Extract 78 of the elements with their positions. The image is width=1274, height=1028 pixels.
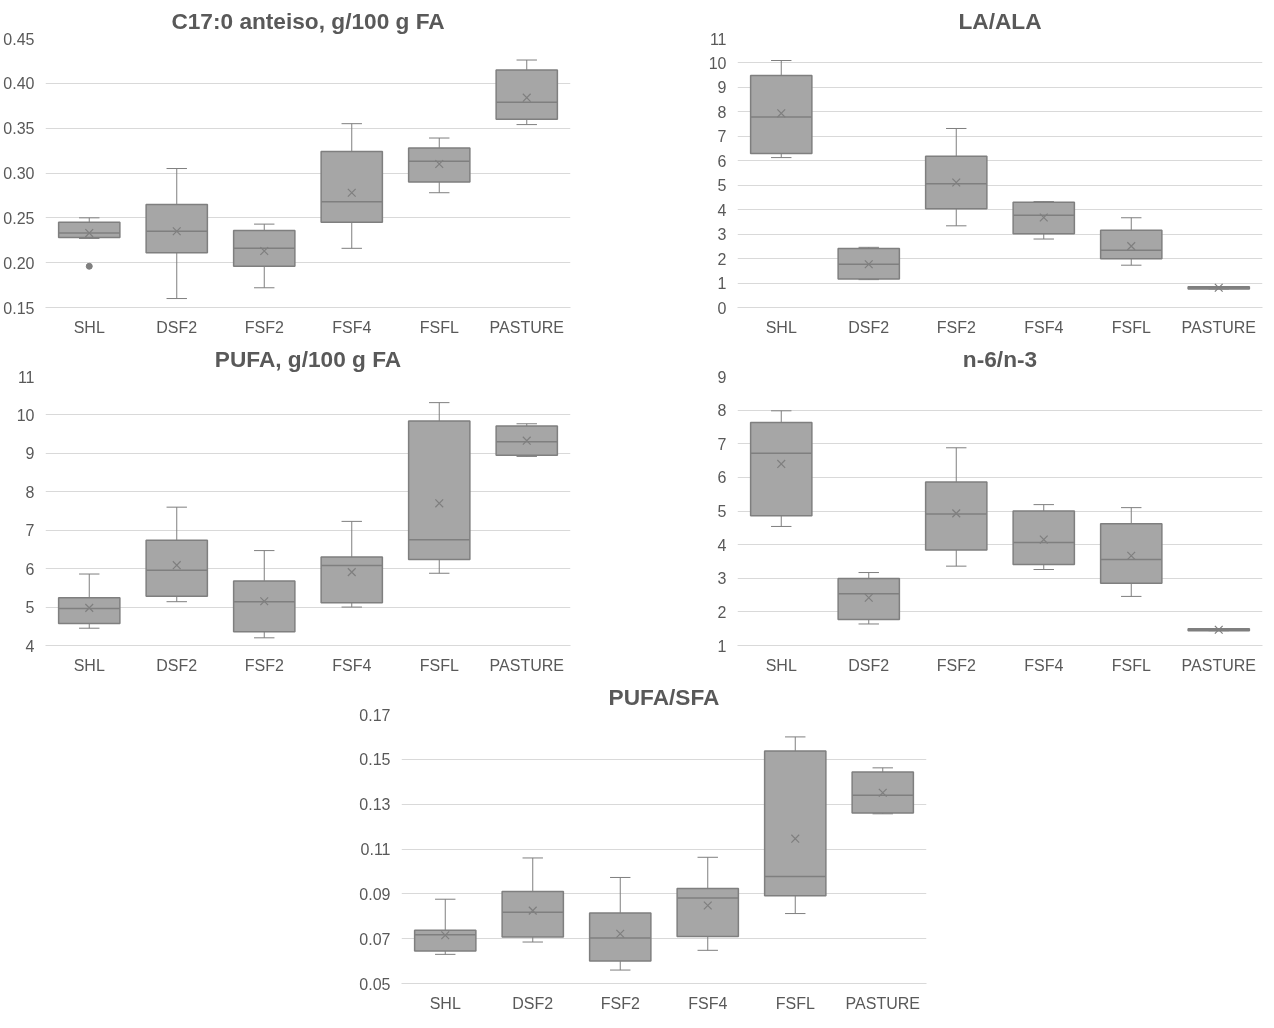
x-tick-label: PASTURE	[489, 656, 564, 674]
y-tick-label: 8	[717, 103, 727, 121]
y-tick-label: 11	[17, 368, 35, 386]
x-tick-label: FSF2	[244, 656, 284, 674]
y-tick-label: 3	[717, 570, 727, 588]
x-tick-label: FSF4	[332, 656, 372, 674]
y-tick-label: 7	[25, 522, 35, 540]
y-tick-label: 9	[717, 368, 727, 386]
y-tick-label: 0.17	[359, 706, 391, 724]
y-tick-label: 7	[717, 435, 727, 453]
x-tick-label: DSF2	[156, 318, 198, 336]
x-tick-label: PASTURE	[1181, 318, 1256, 336]
x-tick-label: FSFL	[1111, 318, 1151, 336]
y-tick-label: 5	[717, 503, 727, 520]
x-tick-label: DSF2	[156, 656, 198, 674]
y-tick-label: 0.15	[3, 299, 35, 317]
x-tick-label: DSF2	[848, 656, 890, 674]
y-tick-label: 1	[717, 275, 727, 293]
x-tick-label: SHL	[73, 656, 105, 674]
chart-title: LA/ALA	[958, 7, 1042, 34]
x-tick-label: FSF2	[936, 318, 976, 336]
y-tick-label: 10	[16, 406, 35, 424]
y-tick-label: 0.11	[360, 841, 391, 858]
y-tick-label: 0.25	[3, 209, 35, 227]
y-tick-label: 0.30	[3, 165, 35, 182]
y-tick-label: 8	[717, 402, 727, 420]
y-tick-label: 10	[708, 54, 727, 72]
x-tick-label: FSF2	[244, 318, 284, 336]
x-tick-label: FSF4	[1024, 656, 1064, 674]
x-tick-label: FSFL	[419, 318, 459, 336]
x-tick-label: FSFL	[419, 656, 459, 674]
chart-title: PUFA, g/100 g FA	[214, 345, 402, 372]
x-tick-label: DSF2	[512, 994, 554, 1012]
y-tick-label: 5	[717, 177, 727, 195]
y-tick-label: 3	[717, 226, 727, 244]
x-tick-label: FSF4	[688, 994, 728, 1012]
x-tick-label: FSFL	[1111, 656, 1151, 674]
x-tick-label: FSF2	[600, 994, 640, 1012]
y-tick-label: 6	[717, 152, 727, 170]
y-tick-label: 6	[25, 560, 35, 578]
x-tick-label: SHL	[765, 656, 797, 674]
y-tick-label: 0.40	[3, 75, 35, 93]
x-tick-label: FSF4	[1024, 318, 1064, 336]
y-tick-label: 2	[717, 603, 727, 621]
y-tick-label: 0.07	[359, 930, 391, 948]
x-tick-label: PASTURE	[1181, 656, 1256, 674]
x-tick-label: SHL	[429, 994, 461, 1012]
x-tick-label: DSF2	[848, 318, 890, 336]
y-tick-label: 9	[25, 445, 35, 463]
chart-title: C17:0 anteiso, g/100 g FA	[171, 7, 445, 34]
y-tick-label: 6	[717, 469, 727, 487]
y-tick-label: 8	[25, 483, 35, 501]
y-tick-label: 0.09	[359, 885, 391, 903]
y-tick-label: 0.45	[3, 30, 35, 48]
y-tick-label: 1	[717, 637, 727, 655]
y-tick-label: 0.20	[3, 254, 35, 272]
x-tick-label: FSF4	[332, 318, 372, 336]
y-tick-label: 2	[717, 250, 727, 268]
y-tick-label: 0.35	[3, 120, 35, 138]
x-tick-label: FSFL	[775, 994, 815, 1012]
y-tick-label: 4	[717, 201, 727, 219]
x-tick-label: FSF2	[936, 656, 976, 674]
x-tick-label: SHL	[73, 318, 105, 336]
y-tick-label: 0.05	[359, 975, 391, 993]
y-tick-label: 4	[25, 637, 35, 655]
y-tick-label: 0.13	[359, 796, 391, 814]
y-tick-label: 4	[717, 536, 727, 554]
x-tick-label: PASTURE	[845, 994, 920, 1012]
x-tick-label: SHL	[765, 318, 797, 336]
chart-title: PUFA/SFA	[608, 683, 720, 710]
y-tick-label: 7	[717, 128, 727, 146]
y-tick-label: 5	[25, 599, 35, 617]
y-tick-label: 9	[717, 79, 727, 97]
y-tick-label: 0.15	[359, 751, 391, 769]
x-tick-label: PASTURE	[489, 318, 564, 336]
chart-title: n-6/n-3	[962, 345, 1038, 372]
y-tick-label: 11	[709, 30, 727, 48]
y-tick-label: 0	[717, 299, 727, 317]
